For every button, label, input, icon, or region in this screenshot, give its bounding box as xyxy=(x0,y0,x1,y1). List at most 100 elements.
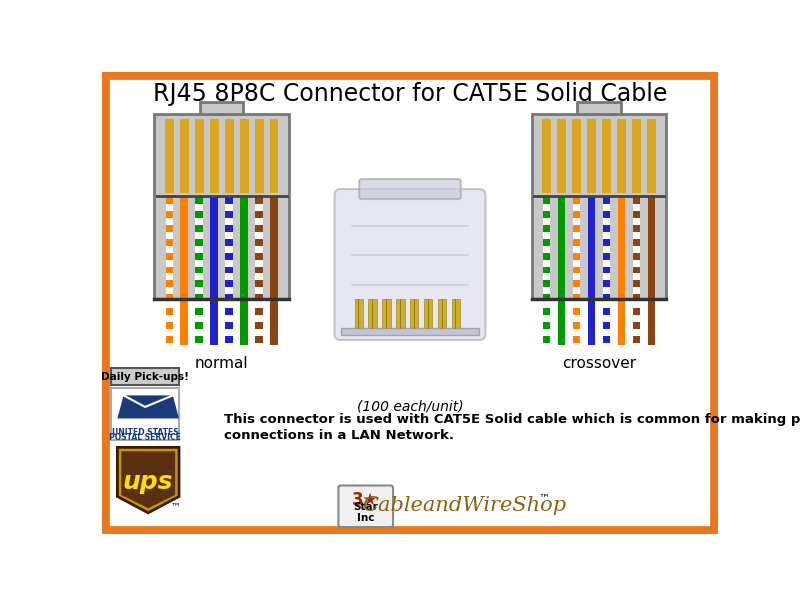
Bar xyxy=(166,253,173,260)
Bar xyxy=(602,322,610,329)
Bar xyxy=(543,294,550,301)
Bar xyxy=(166,294,173,301)
Bar xyxy=(382,299,390,328)
Bar xyxy=(617,119,626,193)
Bar xyxy=(633,322,640,329)
Bar xyxy=(602,119,611,193)
Bar xyxy=(195,336,203,343)
Bar xyxy=(543,197,550,346)
Bar xyxy=(543,225,550,232)
Text: CableandWireShop: CableandWireShop xyxy=(362,496,566,515)
Bar xyxy=(543,280,550,287)
Bar xyxy=(255,197,263,346)
Bar xyxy=(226,336,233,343)
Bar xyxy=(354,299,363,328)
Bar xyxy=(166,197,173,204)
Bar xyxy=(573,211,580,218)
Bar xyxy=(226,294,233,301)
Bar xyxy=(181,197,188,346)
Bar xyxy=(255,253,263,260)
Bar xyxy=(166,266,173,274)
Bar xyxy=(602,225,610,232)
Bar xyxy=(195,294,203,301)
FancyBboxPatch shape xyxy=(111,368,179,385)
Bar xyxy=(240,197,248,346)
Text: 3★: 3★ xyxy=(352,491,378,509)
Bar xyxy=(602,266,610,274)
Text: normal: normal xyxy=(195,356,249,371)
Bar xyxy=(165,119,174,193)
Bar xyxy=(573,280,580,287)
Bar xyxy=(226,225,233,232)
Bar xyxy=(166,239,173,246)
Bar xyxy=(195,280,203,287)
Text: ups: ups xyxy=(123,470,174,494)
Bar xyxy=(573,225,580,232)
Bar xyxy=(166,322,173,329)
Bar xyxy=(573,197,580,346)
Bar xyxy=(341,328,479,335)
Bar xyxy=(633,197,640,346)
Bar xyxy=(226,197,233,346)
Bar xyxy=(255,239,263,246)
Bar xyxy=(369,299,377,328)
Bar xyxy=(602,197,610,346)
Bar xyxy=(558,197,566,346)
Bar xyxy=(633,197,640,204)
Text: ™: ™ xyxy=(538,494,550,503)
Polygon shape xyxy=(118,395,179,419)
Bar xyxy=(255,197,263,204)
Bar xyxy=(648,197,655,346)
Bar xyxy=(633,239,640,246)
Bar xyxy=(602,308,610,315)
Bar xyxy=(424,299,432,328)
Bar xyxy=(543,197,550,204)
Bar xyxy=(111,388,179,440)
Bar xyxy=(633,336,640,343)
Bar xyxy=(166,280,173,287)
Bar xyxy=(225,119,234,193)
Bar xyxy=(255,308,263,315)
Bar xyxy=(602,197,610,204)
Bar xyxy=(396,299,405,328)
Bar xyxy=(438,299,446,328)
Bar xyxy=(543,308,550,315)
Bar xyxy=(602,280,610,287)
Bar xyxy=(255,294,263,301)
Bar xyxy=(451,299,460,328)
Bar xyxy=(532,115,666,299)
FancyBboxPatch shape xyxy=(359,179,461,199)
Polygon shape xyxy=(122,451,175,508)
Text: POSTAL SERVICE: POSTAL SERVICE xyxy=(109,433,181,442)
Bar xyxy=(543,322,550,329)
Bar xyxy=(195,197,203,346)
Text: connections in a LAN Network.: connections in a LAN Network. xyxy=(224,428,454,442)
Bar xyxy=(270,197,278,346)
Bar xyxy=(226,308,233,315)
Text: crossover: crossover xyxy=(562,356,636,371)
Bar xyxy=(154,115,289,299)
Bar xyxy=(572,119,581,193)
Bar xyxy=(240,119,249,193)
Bar xyxy=(226,280,233,287)
Bar xyxy=(410,299,418,328)
Bar xyxy=(633,253,640,260)
Text: ™: ™ xyxy=(171,501,181,511)
Bar xyxy=(542,119,551,193)
Bar xyxy=(226,253,233,260)
Bar xyxy=(632,119,641,193)
Bar xyxy=(543,266,550,274)
Bar xyxy=(633,211,640,218)
Bar xyxy=(226,239,233,246)
FancyBboxPatch shape xyxy=(338,485,393,527)
Bar xyxy=(543,253,550,260)
Bar xyxy=(647,119,656,193)
Bar xyxy=(633,280,640,287)
Bar xyxy=(573,294,580,301)
Bar xyxy=(573,308,580,315)
Bar xyxy=(602,239,610,246)
Bar xyxy=(255,225,263,232)
Text: Daily Pick-ups!: Daily Pick-ups! xyxy=(101,372,189,382)
Bar xyxy=(195,211,203,218)
Bar xyxy=(210,197,218,346)
